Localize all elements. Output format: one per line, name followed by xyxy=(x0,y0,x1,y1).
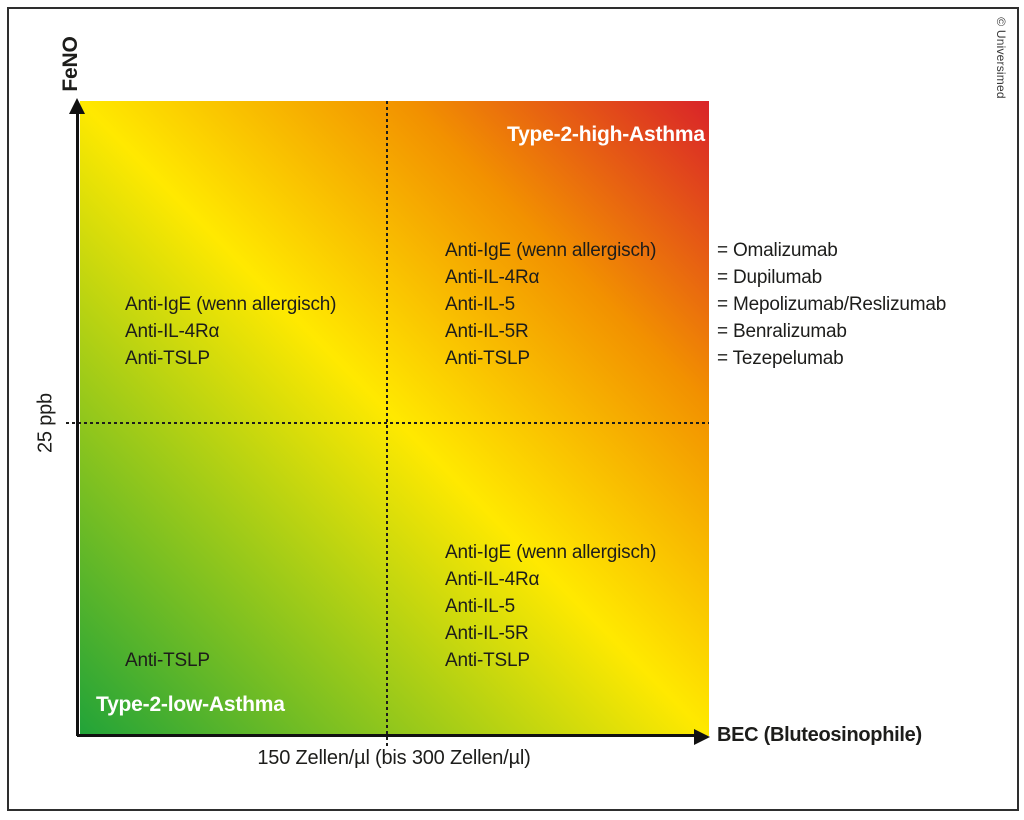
therapy-item: Anti-IL-4Rα xyxy=(445,267,540,288)
quadrant-lower-left-list: Anti-TSLP xyxy=(125,647,210,674)
y-axis-line xyxy=(76,112,79,736)
y-axis-arrow-icon xyxy=(69,98,85,114)
x-threshold-label: 150 Zellen/µl (bis 300 Zellen/µl) xyxy=(257,747,531,769)
x-axis-line xyxy=(77,734,697,737)
therapy-item: Anti-IL-5 xyxy=(445,596,516,617)
therapy-item: Anti-IgE (wenn allergisch) xyxy=(125,294,337,315)
therapy-item: Anti-TSLP xyxy=(445,348,530,369)
legend-item: = Dupilumab xyxy=(717,267,822,288)
therapy-item: Anti-TSLP xyxy=(445,650,530,671)
therapy-item: Anti-TSLP xyxy=(125,348,210,369)
legend-item: = Tezepelumab xyxy=(717,348,844,369)
legend: = Omalizumab = Dupilumab = Mepolizumab/R… xyxy=(717,237,946,372)
legend-item: = Benralizumab xyxy=(717,321,847,342)
gradient-plot xyxy=(80,101,709,736)
x-axis-arrow-icon xyxy=(694,729,710,745)
y-axis-label: FeNO xyxy=(59,36,82,92)
x-axis-label: BEC (Bluteosinophile) xyxy=(717,724,922,746)
bec-threshold-dashed-line xyxy=(386,101,388,749)
legend-item: = Omalizumab xyxy=(717,240,838,261)
therapy-item: Anti-IgE (wenn allergisch) xyxy=(445,240,657,261)
quadrant-upper-right-list: Anti-IgE (wenn allergisch) Anti-IL-4Rα A… xyxy=(445,237,656,372)
therapy-item: Anti-IgE (wenn allergisch) xyxy=(445,542,657,563)
y-threshold-label: 25 ppb xyxy=(34,393,57,453)
credit-label: © Universimed xyxy=(994,17,1008,99)
quadrant-lower-right-list: Anti-IgE (wenn allergisch) Anti-IL-4Rα A… xyxy=(445,539,656,674)
therapy-item: Anti-TSLP xyxy=(125,650,210,671)
region-title-high: Type-2-high-Asthma xyxy=(507,123,705,146)
quadrant-upper-left-list: Anti-IgE (wenn allergisch) Anti-IL-4Rα A… xyxy=(125,291,336,372)
legend-item: = Mepolizumab/Reslizumab xyxy=(717,294,947,315)
region-title-low: Type-2-low-Asthma xyxy=(96,693,285,716)
therapy-item: Anti-IL-5R xyxy=(445,623,529,644)
outer-border xyxy=(7,7,1019,811)
therapy-item: Anti-IL-4Rα xyxy=(125,321,220,342)
therapy-item: Anti-IL-4Rα xyxy=(445,569,540,590)
therapy-item: Anti-IL-5R xyxy=(445,321,529,342)
therapy-item: Anti-IL-5 xyxy=(445,294,516,315)
